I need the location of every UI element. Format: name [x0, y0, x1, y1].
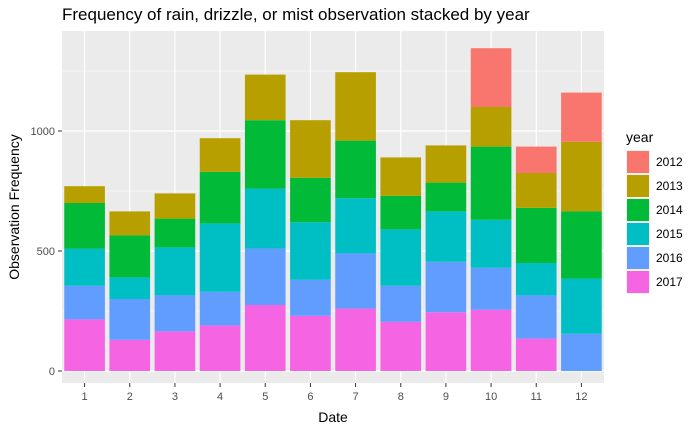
bar-segment-2014-month-1 [64, 203, 105, 249]
bar-segment-2017-month-10 [470, 309, 512, 371]
bar-segment-2012-month-11 [515, 146, 557, 173]
legend-label-2017: 2017 [656, 275, 683, 289]
y-axis-title: Observation Frequency [6, 134, 22, 280]
bar-segment-2013-month-2 [109, 211, 151, 236]
bar-segment-2017-month-4 [199, 325, 241, 371]
bar-segment-2015-month-7 [335, 198, 376, 254]
legend-label-2015: 2015 [656, 227, 683, 241]
x-tick-label: 12 [575, 391, 587, 403]
x-tick-label: 4 [217, 391, 223, 403]
bar-segment-2014-month-7 [335, 140, 376, 199]
bar-segment-2017-month-7 [335, 308, 376, 371]
bar-segment-2013-month-1 [64, 186, 105, 203]
legend-swatch-2015 [627, 223, 649, 245]
bar-segment-2016-month-2 [109, 299, 151, 340]
bar-segment-2014-month-6 [290, 177, 331, 223]
bar-segment-2015-month-12 [561, 278, 602, 334]
x-tick-label: 2 [127, 391, 133, 403]
bar-segment-2013-month-8 [380, 157, 422, 196]
bar-segment-2014-month-10 [470, 146, 512, 220]
bar-segment-2014-month-12 [561, 211, 602, 279]
bar-segment-2013-month-3 [154, 193, 196, 219]
bar-segment-2016-month-3 [154, 295, 196, 332]
bar-segment-2014-month-4 [199, 171, 241, 224]
bar-segment-2016-month-10 [470, 267, 512, 310]
bar-segment-2015-month-2 [109, 277, 151, 299]
x-tick-label: 10 [485, 391, 497, 403]
bar-segment-2016-month-7 [335, 253, 376, 309]
bar-segment-2015-month-1 [64, 248, 105, 286]
bar-segment-2013-month-9 [425, 145, 467, 183]
bar-segment-2015-month-10 [470, 219, 512, 268]
bar-segment-2016-month-5 [244, 248, 286, 305]
legend: year 2012 2013 2014 2015 2016 2017 [626, 129, 683, 294]
bar-segment-2017-month-2 [109, 339, 151, 371]
bar-segment-2014-month-2 [109, 235, 151, 278]
chart-title: Frequency of rain, drizzle, or mist obse… [62, 5, 530, 24]
bar-segment-2017-month-9 [425, 312, 467, 371]
bar-segment-2017-month-3 [154, 331, 196, 371]
legend-swatch-2012 [627, 151, 649, 173]
legend-swatch-2016 [627, 247, 649, 269]
x-tick-label: 8 [398, 391, 404, 403]
bar-segment-2013-month-7 [335, 72, 376, 141]
x-tick-label: 3 [172, 391, 178, 403]
bar-segment-2017-month-5 [244, 305, 286, 371]
bar-segment-2017-month-11 [515, 338, 557, 371]
bar-segment-2016-month-12 [561, 333, 602, 371]
x-axis-title: Date [318, 409, 348, 425]
y-tick-label: 500 [37, 246, 55, 258]
bar-segment-2015-month-11 [515, 263, 557, 296]
x-tick-label: 5 [262, 391, 268, 403]
bar-segment-2015-month-6 [290, 222, 331, 280]
bar-segment-2017-month-8 [380, 321, 422, 371]
bar-segment-2013-month-5 [244, 74, 286, 121]
bar-segment-2017-month-6 [290, 315, 331, 371]
bar-segment-2016-month-8 [380, 285, 422, 322]
bar-segment-2016-month-11 [515, 295, 557, 339]
x-tick-label: 7 [353, 391, 359, 403]
bar-segment-2014-month-9 [425, 182, 467, 212]
legend-swatch-2013 [627, 175, 649, 197]
x-tick-label: 6 [307, 391, 313, 403]
bar-segment-2014-month-5 [244, 120, 286, 189]
bars [64, 48, 602, 371]
x-tick-label: 11 [531, 391, 542, 403]
legend-label-2012: 2012 [656, 155, 683, 169]
legend-label-2014: 2014 [656, 203, 683, 217]
bar-segment-2013-month-10 [470, 107, 512, 147]
plot-panel [62, 31, 604, 383]
bar-segment-2016-month-9 [425, 261, 467, 313]
legend-swatch-2017 [627, 271, 649, 293]
bar-segment-2015-month-4 [199, 223, 241, 292]
bar-segment-2014-month-3 [154, 218, 196, 248]
bar-segment-2015-month-5 [244, 188, 286, 249]
bar-segment-2013-month-6 [290, 120, 331, 178]
y-tick-label: 0 [49, 366, 55, 378]
x-tick-label: 1 [82, 391, 88, 403]
bar-segment-2012-month-12 [561, 92, 602, 142]
y-tick-label: 1000 [31, 126, 55, 138]
bar-segment-2012-month-10 [470, 48, 512, 107]
legend-label-2016: 2016 [656, 251, 683, 265]
legend-title: year [626, 129, 654, 145]
bar-segment-2017-month-1 [64, 319, 105, 371]
bar-segment-2016-month-6 [290, 279, 331, 316]
bar-segment-2014-month-8 [380, 195, 422, 230]
bar-segment-2013-month-4 [199, 138, 241, 172]
bar-segment-2016-month-1 [64, 285, 105, 320]
bar-segment-2016-month-4 [199, 291, 241, 326]
bar-segment-2014-month-11 [515, 207, 557, 263]
bar-segment-2015-month-9 [425, 211, 467, 262]
legend-swatch-2014 [627, 199, 649, 221]
bar-segment-2015-month-8 [380, 229, 422, 286]
bar-segment-2013-month-11 [515, 173, 557, 208]
bar-segment-2013-month-12 [561, 141, 602, 212]
x-tick-label: 9 [443, 391, 449, 403]
bar-segment-2015-month-3 [154, 247, 196, 296]
legend-label-2013: 2013 [656, 179, 683, 193]
